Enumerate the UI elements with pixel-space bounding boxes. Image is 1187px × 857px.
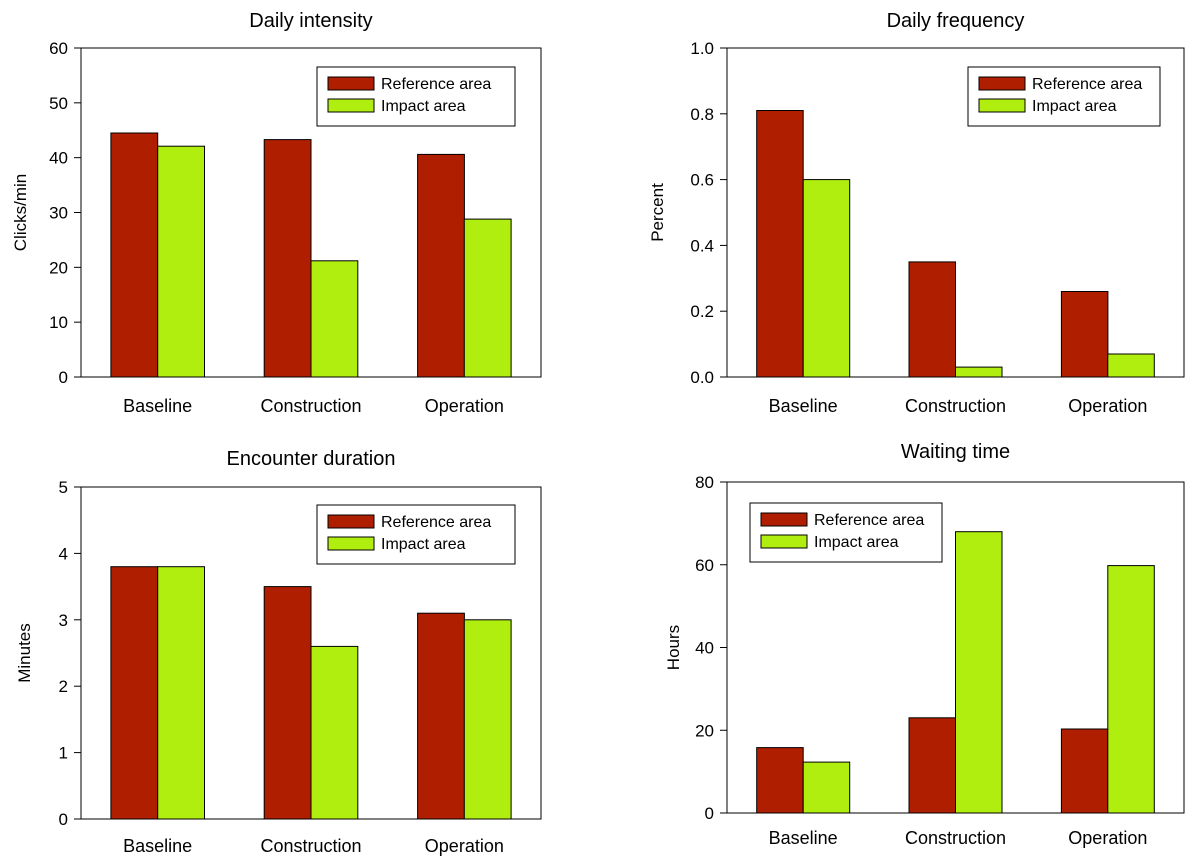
y-tick-label: 0 xyxy=(705,804,714,823)
legend-swatch xyxy=(978,98,1026,113)
legend: Reference area Impact area xyxy=(316,504,516,565)
bar-reference-area-operation xyxy=(417,153,465,378)
y-tick-label: 4 xyxy=(59,544,68,563)
chart-title: Encounter duration xyxy=(226,448,395,470)
legend: Reference area Impact area xyxy=(316,66,516,127)
y-axis-label: Percent xyxy=(648,183,667,242)
bar-impact-area-baseline xyxy=(157,566,205,820)
bar-reference-area-construction xyxy=(263,586,312,820)
y-axis-label: Clicks/min xyxy=(11,174,30,251)
y-tick-label: 1 xyxy=(59,744,68,763)
y-tick-label: 20 xyxy=(49,258,68,277)
x-category-label: Operation xyxy=(425,836,504,856)
legend-label: Impact area xyxy=(814,534,899,551)
x-category-label: Operation xyxy=(1068,396,1147,416)
chart-intensity: Daily intensity Clicks/min 0 10 20 30 40 50 60 Ba… xyxy=(11,10,542,416)
x-category-label: Construction xyxy=(260,396,361,416)
y-tick-label: 3 xyxy=(59,611,68,630)
bar-impact-area-construction xyxy=(955,366,1003,378)
chart-duration: Encounter duration Minutes 0 1 2 3 4 5 Baseline C… xyxy=(15,448,542,856)
y-tick-label: 2 xyxy=(59,677,68,696)
y-axis-label: Hours xyxy=(664,625,683,670)
x-category-label: Operation xyxy=(1068,828,1147,848)
y-tick-label: 0 xyxy=(59,368,68,387)
x-category-label: Construction xyxy=(905,396,1006,416)
y-tick-label: 60 xyxy=(695,556,714,575)
bar-impact-area-operation xyxy=(1107,565,1155,814)
y-tick-label: 40 xyxy=(49,149,68,168)
bar-reference-area-construction xyxy=(908,717,956,814)
bar-reference-area-construction xyxy=(908,261,956,378)
y-tick-label: 0.0 xyxy=(690,368,714,387)
y-tick-label: 1.0 xyxy=(690,39,714,58)
legend-label: Impact area xyxy=(381,98,466,115)
bar-impact-area-operation xyxy=(1107,353,1155,378)
legend-swatch xyxy=(760,534,808,549)
y-tick-label: 10 xyxy=(49,313,68,332)
y-tick-label: 0.8 xyxy=(690,105,714,124)
legend: Reference area Impact area xyxy=(749,502,943,563)
legend-label: Impact area xyxy=(381,536,466,553)
x-category-label: Baseline xyxy=(769,828,838,848)
legend-swatch xyxy=(327,514,375,529)
bar-impact-area-baseline xyxy=(802,761,851,814)
x-category-label: Baseline xyxy=(123,836,192,856)
legend-swatch xyxy=(760,512,808,527)
y-tick-label: 80 xyxy=(695,473,714,492)
legend: Reference area Impact area xyxy=(967,66,1161,127)
bar-impact-area-operation xyxy=(463,218,512,378)
chart-waiting: Waiting time Hours 0 20 40 60 80 Baseline Constr… xyxy=(664,441,1185,848)
x-category-label: Construction xyxy=(260,836,361,856)
legend-swatch xyxy=(978,76,1026,91)
y-tick-label: 40 xyxy=(695,639,714,658)
legend-swatch xyxy=(327,76,375,91)
y-tick-label: 0 xyxy=(59,810,68,829)
bar-reference-area-baseline xyxy=(756,747,804,814)
y-tick-label: 30 xyxy=(49,204,68,223)
y-axis-label: Minutes xyxy=(15,623,34,683)
bar-reference-area-operation xyxy=(1060,728,1109,814)
y-tick-label: 5 xyxy=(59,478,68,497)
bar-impact-area-operation xyxy=(463,619,512,820)
bar-impact-area-baseline xyxy=(802,179,851,378)
y-tick-label: 60 xyxy=(49,39,68,58)
bar-reference-area-operation xyxy=(1060,291,1109,378)
plot-frame xyxy=(80,486,542,820)
chart-title: Daily intensity xyxy=(249,10,372,32)
bar-impact-area-construction xyxy=(310,645,359,820)
legend-swatch xyxy=(327,98,375,113)
bar-reference-area-baseline xyxy=(110,132,159,378)
x-category-label: Baseline xyxy=(123,396,192,416)
legend-label: Reference area xyxy=(1032,76,1142,93)
legend-label: Reference area xyxy=(381,514,491,531)
chart-title: Daily frequency xyxy=(887,10,1025,32)
legend-label: Reference area xyxy=(814,512,924,529)
legend-swatch xyxy=(327,536,375,551)
bar-reference-area-baseline xyxy=(110,566,159,820)
x-category-label: Construction xyxy=(905,828,1006,848)
chart-title: Waiting time xyxy=(901,441,1010,463)
y-tick-label: 0.4 xyxy=(690,236,714,255)
bar-impact-area-baseline xyxy=(157,145,205,378)
x-category-label: Operation xyxy=(425,396,504,416)
y-tick-label: 0.2 xyxy=(690,302,714,321)
y-tick-label: 20 xyxy=(695,721,714,740)
chart-frequency: Daily frequency Percent 0.0 0.2 0.4 0.6 0.8 1.0… xyxy=(648,10,1185,416)
legend-label: Reference area xyxy=(381,76,491,93)
plot-frame xyxy=(726,47,1185,378)
bar-reference-area-operation xyxy=(417,612,465,820)
bar-reference-area-baseline xyxy=(756,110,804,378)
y-tick-label: 0.6 xyxy=(690,171,714,190)
bar-reference-area-construction xyxy=(263,139,312,378)
bar-impact-area-construction xyxy=(955,531,1003,814)
x-category-label: Baseline xyxy=(769,396,838,416)
y-tick-label: 50 xyxy=(49,94,68,113)
legend-label: Impact area xyxy=(1032,98,1117,115)
bar-impact-area-construction xyxy=(310,260,359,378)
